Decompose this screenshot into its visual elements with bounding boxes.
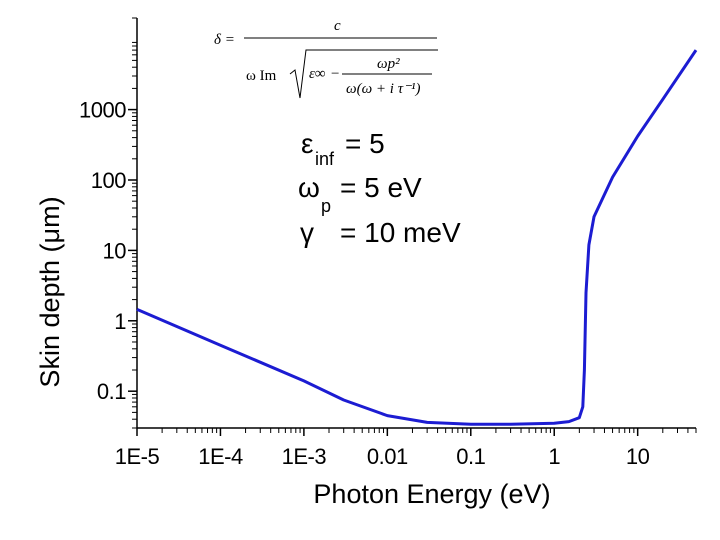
y-tick-label: 10: [103, 238, 127, 263]
param-gamma-symbol: γ: [300, 217, 314, 248]
axes: [136, 18, 696, 429]
skin-depth-line: [136, 49, 698, 426]
param-omega-sub: p: [321, 196, 331, 216]
x-tick-label: 1E-5: [115, 444, 160, 469]
param-gamma-value: = 10 meV: [340, 217, 461, 248]
formula-denominator-prefix: ω Im: [246, 68, 277, 84]
x-axis-title: Photon Energy (eV): [313, 479, 550, 509]
formula-lhs: δ =: [214, 32, 235, 48]
formula-sqrt-sign: [289, 49, 438, 99]
y-tick-label: 0.1: [97, 379, 126, 404]
parameters: ε inf = 5 ω p = 5 eV γ = 10 meV: [298, 128, 461, 248]
formula-eps-inf: ε∞: [309, 66, 326, 82]
x-tick-label: 10: [626, 444, 650, 469]
x-tick-label: 0.1: [456, 444, 485, 469]
y-axis-title: Skin depth (μm): [35, 196, 65, 387]
formula-inner-denominator: ω(ω + i τ⁻¹): [346, 81, 421, 97]
x-tick-label: 1E-3: [282, 444, 327, 469]
param-omega-symbol: ω: [298, 172, 320, 203]
param-epsilon-value: = 5: [345, 128, 385, 159]
x-major-ticks: 1E-5 1E-4 1E-3 0.01 0.1 1 10: [115, 428, 650, 469]
param-epsilon-symbol: ε: [301, 128, 313, 159]
x-tick-label: 1: [548, 444, 560, 469]
y-tick-label: 100: [91, 168, 126, 193]
y-minor-ticks: [132, 17, 137, 429]
x-tick-label: 0.01: [367, 444, 408, 469]
x-tick-label: 1E-4: [198, 444, 243, 469]
param-epsilon-sub: inf: [315, 149, 335, 169]
y-tick-label: 1: [114, 309, 126, 334]
y-tick-label: 1000: [79, 98, 126, 123]
formula-minus: −: [331, 66, 339, 82]
param-omega-value: = 5 eV: [340, 172, 422, 203]
formula-wp: ωp²: [377, 56, 400, 72]
formula-numerator: c: [334, 18, 341, 34]
y-major-ticks: 0.1 1 10 100 1000: [79, 98, 137, 404]
x-minor-ticks: [161, 428, 697, 433]
formula: δ = c ω Im ε∞ − ωp² ω(ω + i τ⁻¹): [214, 18, 438, 99]
